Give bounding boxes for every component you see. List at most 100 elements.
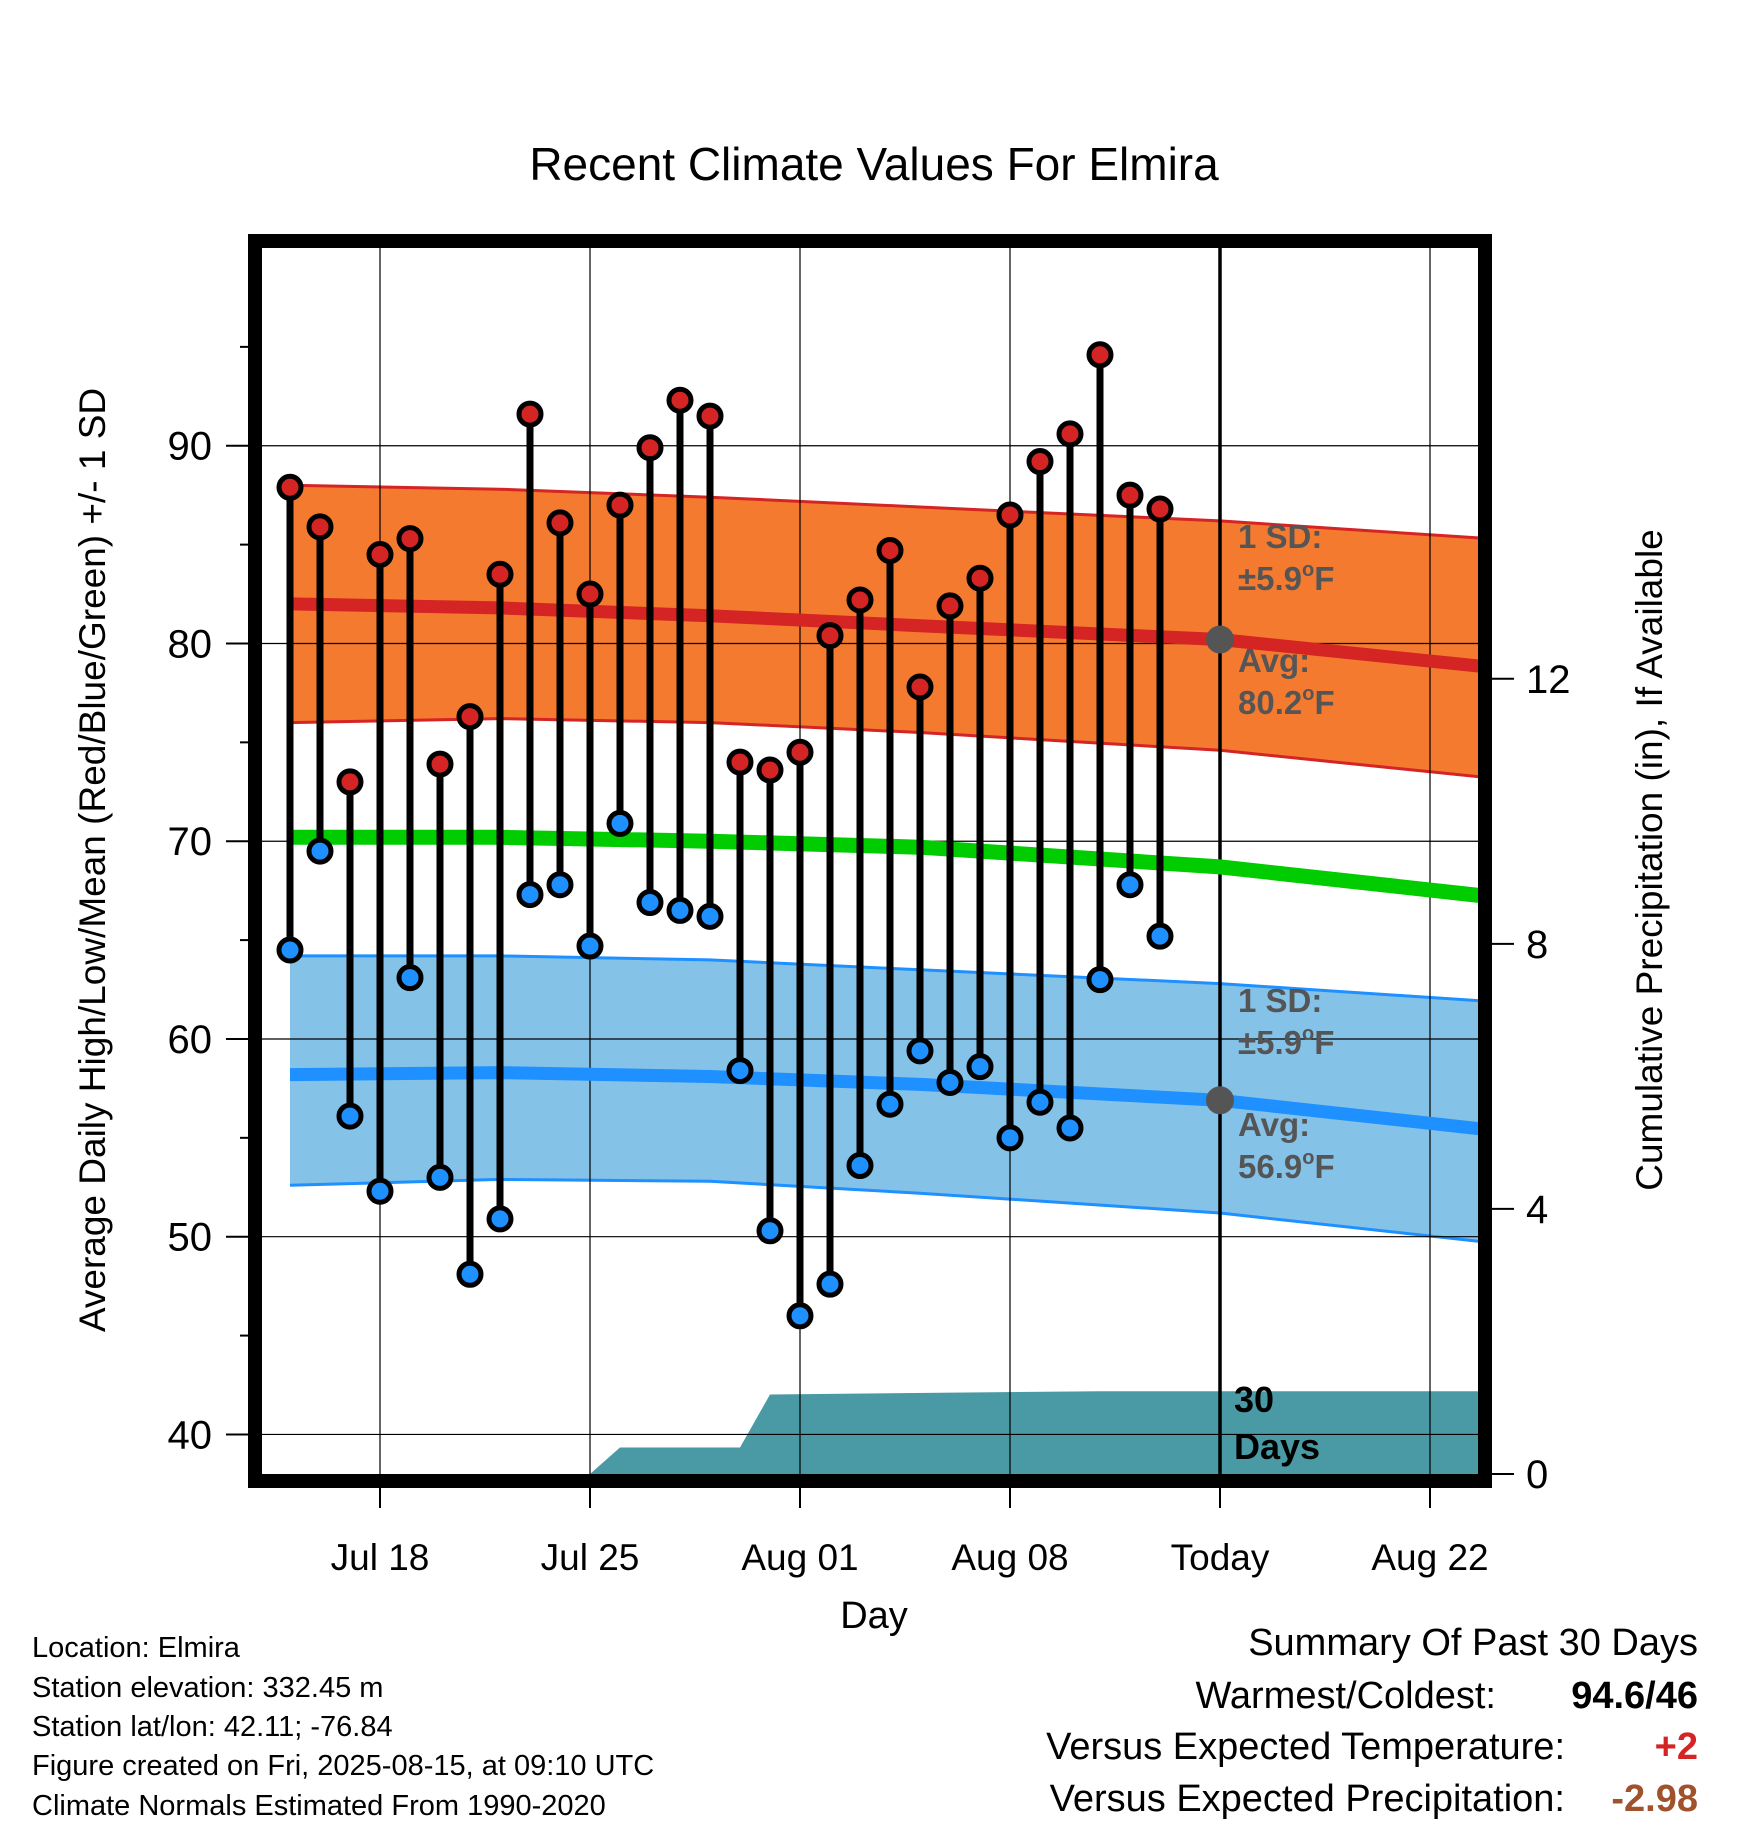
daily-low-point: [966, 1053, 994, 1081]
created-text: Figure created on Fri, 2025-08-15, at 09…: [32, 1750, 655, 1782]
daily-low-point: [516, 881, 544, 909]
chart-title: Recent Climate Values For Elmira: [529, 138, 1219, 190]
y2-tick-label: 12: [1526, 658, 1571, 702]
daily-low-point: [756, 1217, 784, 1245]
daily-low-point: [576, 932, 604, 960]
precip-area: [290, 1391, 1478, 1474]
high-avg-value: 80.2oF: [1238, 683, 1335, 721]
x-tick-label: Aug 22: [1371, 1537, 1488, 1578]
daily-low-point: [1146, 922, 1174, 950]
days-label-number: 30: [1234, 1379, 1274, 1420]
daily-high-point: [276, 473, 304, 501]
daily-low-point: [396, 964, 424, 992]
y-tick-label: 70: [168, 820, 213, 864]
low-avg-label: Avg:: [1238, 1106, 1310, 1143]
daily-high-point: [966, 564, 994, 592]
daily-high-point: [1116, 481, 1144, 509]
location-text: Location: Elmira: [32, 1632, 240, 1664]
daily-high-point: [1146, 495, 1174, 523]
x-tick-label: Today: [1171, 1537, 1270, 1578]
x-axis-label: Day: [840, 1595, 908, 1637]
y-tick-label: 90: [168, 425, 213, 469]
normals-text: Climate Normals Estimated From 1990-2020: [32, 1790, 606, 1822]
daily-high-point: [846, 586, 874, 614]
daily-high-point: [486, 560, 514, 588]
daily-high-point: [726, 748, 754, 776]
daily-low-point: [486, 1205, 514, 1233]
high-upper-line: [289, 483, 1478, 540]
daily-low-point: [636, 889, 664, 917]
daily-low-point: [276, 936, 304, 964]
daily-high-point: [756, 756, 784, 784]
daily-low-point: [306, 837, 334, 865]
x-tick-label: Aug 01: [741, 1537, 858, 1578]
daily-high-point: [516, 400, 544, 428]
summary-title: Summary Of Past 30 Days: [1248, 1622, 1698, 1664]
daily-low-point: [936, 1068, 964, 1096]
x-tick-label: Jul 25: [541, 1537, 640, 1578]
low-upper-line: [290, 954, 1478, 1003]
daily-high-point: [366, 541, 394, 568]
daily-low-point: [816, 1270, 844, 1298]
daily-high-point: [396, 525, 424, 553]
precip-label: Versus Expected Precipitation:: [1049, 1778, 1565, 1820]
high-sd-label: 1 SD:: [1238, 518, 1322, 555]
daily-high-point: [876, 537, 904, 565]
daily-low-point: [876, 1090, 904, 1118]
daily-low-point: [1056, 1114, 1084, 1142]
daily-low-point: [696, 902, 724, 930]
daily-high-point: [426, 750, 454, 778]
latlon-text: Station lat/lon: 42.11; -76.84: [32, 1711, 393, 1743]
y2-tick-label: 4: [1526, 1188, 1548, 1232]
temp-value: +2: [1654, 1726, 1698, 1768]
x-tick-label: Jul 18: [331, 1537, 430, 1578]
daily-high-point: [546, 509, 574, 537]
precip-value: -2.98: [1611, 1778, 1698, 1820]
y2-tick-label: 8: [1526, 923, 1548, 967]
plot-frame: [248, 234, 1492, 1488]
daily-low-point: [996, 1124, 1024, 1152]
daily-high-point: [606, 491, 634, 519]
elevation-text: Station elevation: 332.45 m: [32, 1672, 384, 1704]
y-tick-label: 50: [168, 1216, 213, 1260]
daily-low-point: [666, 896, 694, 924]
high-avg-label: Avg:: [1238, 642, 1310, 679]
daily-high-point: [456, 703, 484, 731]
daily-low-point: [786, 1302, 814, 1330]
today-high-avg-marker: [1206, 625, 1234, 654]
y2-tick-label: 0: [1526, 1453, 1548, 1497]
warm-cold-label: Warmest/Coldest:: [1195, 1675, 1496, 1717]
plot-area: [262, 248, 1478, 1474]
low-sd-value: ±5.9oF: [1238, 1023, 1334, 1061]
days-label-text: Days: [1234, 1426, 1320, 1467]
daily-low-point: [606, 809, 634, 837]
y-tick-label: 80: [168, 622, 213, 666]
daily-low-point: [366, 1177, 394, 1205]
low-lower-line: [289, 1177, 1478, 1243]
temp-label: Versus Expected Temperature:: [1046, 1726, 1565, 1768]
daily-low-point: [1086, 966, 1114, 994]
daily-low-point: [546, 871, 574, 899]
normal-mean-line: [290, 829, 1478, 903]
daily-low-point: [1026, 1088, 1054, 1116]
daily-low-point: [426, 1163, 454, 1191]
daily-high-point: [666, 386, 694, 414]
warm-cold-value: 94.6/46: [1571, 1675, 1698, 1717]
daily-high-point: [786, 738, 814, 766]
daily-high-point: [306, 513, 334, 541]
low-avg-value: 56.9oF: [1238, 1147, 1335, 1185]
high-sd-value: ±5.9oF: [1238, 559, 1334, 597]
daily-low-point: [456, 1260, 484, 1288]
y-axis-label: Average Daily High/Low/Mean (Red/Blue/Gr…: [72, 388, 113, 1332]
daily-high-point: [696, 402, 724, 430]
y-tick-label: 60: [168, 1018, 213, 1062]
low-sd-label: 1 SD:: [1238, 982, 1322, 1019]
daily-low-point: [1116, 871, 1144, 899]
x-tick-label: Aug 08: [951, 1537, 1068, 1578]
daily-low-point: [726, 1057, 754, 1085]
daily-high-point: [906, 673, 934, 701]
daily-high-point: [1056, 420, 1084, 448]
daily-low-point: [846, 1152, 874, 1180]
daily-high-point: [816, 622, 844, 650]
